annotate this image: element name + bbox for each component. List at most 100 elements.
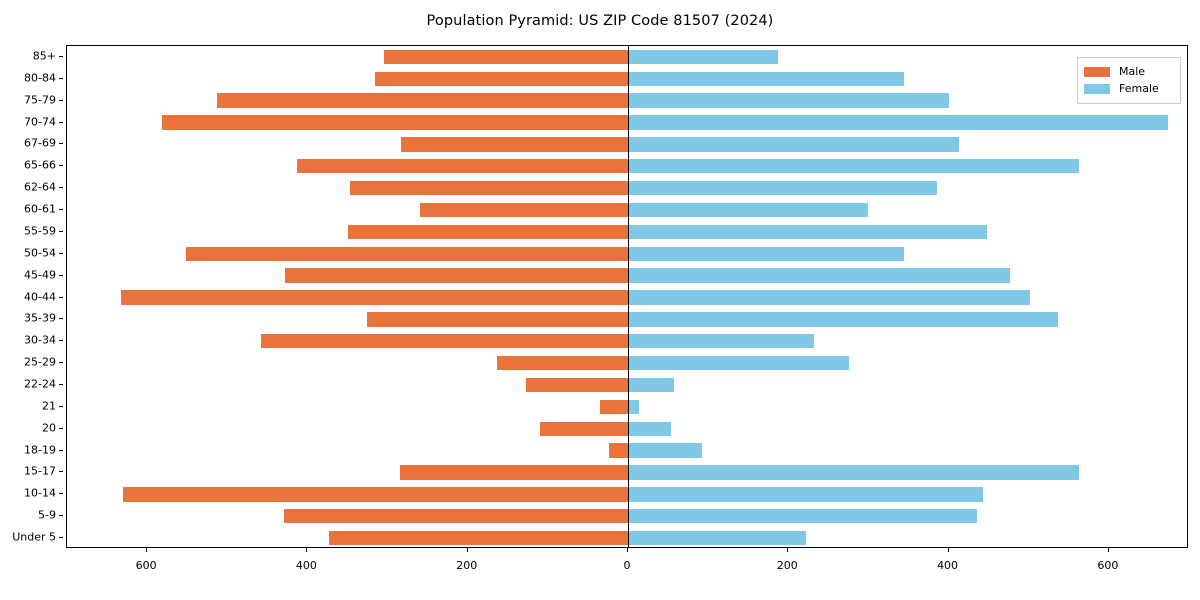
bar-male[interactable] <box>401 137 628 152</box>
bar-male[interactable] <box>329 530 628 546</box>
bar-male[interactable] <box>347 224 628 240</box>
bar-female[interactable] <box>628 421 672 436</box>
y-axis-tick-label: 65-66 <box>24 158 56 172</box>
bar-row <box>67 137 1187 152</box>
bar-male[interactable] <box>608 443 628 458</box>
bar-female[interactable] <box>628 487 984 502</box>
y-axis-tick-label: 5-9 <box>38 508 56 522</box>
bar-female[interactable] <box>628 159 1080 174</box>
x-axis-tick-label: 200 <box>776 559 798 572</box>
y-axis-tick-label: 55-59 <box>24 224 56 238</box>
y-axis-tick-label: 70-74 <box>24 115 56 129</box>
y-axis-tick-mark <box>59 77 63 79</box>
bar-row <box>67 377 1187 393</box>
legend-item-male[interactable]: Male <box>1084 63 1174 80</box>
legend-label: Male <box>1119 65 1146 78</box>
y-axis-tick-label: 80-84 <box>24 71 56 85</box>
x-axis-tick-mark <box>466 548 468 552</box>
chart-title: Population Pyramid: US ZIP Code 81507 (2… <box>426 13 774 29</box>
bar-row <box>67 312 1187 327</box>
bar-male[interactable] <box>297 159 628 174</box>
chart-legend: Male Female <box>1077 57 1181 104</box>
bar-male[interactable] <box>284 508 628 524</box>
bar-male[interactable] <box>539 421 628 436</box>
bar-male[interactable] <box>121 290 628 305</box>
bar-male[interactable] <box>123 487 628 502</box>
bar-male[interactable] <box>526 377 628 393</box>
y-axis-tick-mark <box>59 143 63 145</box>
y-axis-tick-mark <box>59 55 63 57</box>
x-axis-tick-mark <box>627 548 628 552</box>
bar-male[interactable] <box>374 71 628 86</box>
y-axis-tick-mark <box>59 187 63 189</box>
bar-male[interactable] <box>399 465 628 480</box>
bar-female[interactable] <box>628 508 978 524</box>
bar-row <box>67 290 1187 305</box>
y-axis-tick-label: 45-49 <box>24 268 56 282</box>
bar-female[interactable] <box>628 443 702 458</box>
y-axis-tick-mark <box>59 383 63 385</box>
bar-row <box>67 224 1187 240</box>
y-axis-tick-label: 21 <box>42 399 56 413</box>
bar-female[interactable] <box>628 399 640 415</box>
bar-female[interactable] <box>628 246 905 261</box>
bar-female[interactable] <box>628 268 1011 283</box>
y-axis-tick-label: 62-64 <box>24 180 56 194</box>
bar-row <box>67 180 1187 196</box>
y-axis-tick-label: 15-17 <box>24 464 56 478</box>
x-axis-tick-label: 400 <box>937 559 959 572</box>
x-axis-tick-mark <box>787 548 789 552</box>
bar-male[interactable] <box>384 49 628 65</box>
bar-female[interactable] <box>628 334 814 349</box>
bar-male[interactable] <box>186 246 628 261</box>
bar-row <box>67 355 1187 371</box>
bar-female[interactable] <box>628 71 905 86</box>
bar-male[interactable] <box>419 202 628 218</box>
bar-female[interactable] <box>628 224 988 240</box>
bar-female[interactable] <box>628 377 675 393</box>
y-axis-tick-mark <box>59 252 63 254</box>
y-axis-tick-mark <box>59 471 63 473</box>
x-axis-tick-mark <box>146 548 148 552</box>
bar-row <box>67 508 1187 524</box>
bar-row <box>67 487 1187 502</box>
y-axis-tick-mark <box>59 165 63 167</box>
bar-male[interactable] <box>161 115 628 130</box>
bar-male[interactable] <box>599 399 628 415</box>
y-axis-tick-label: 85+ <box>32 49 56 63</box>
bar-female[interactable] <box>628 530 806 546</box>
y-axis-tick-mark <box>59 296 63 298</box>
y-axis-tick-label: 18-19 <box>24 443 56 457</box>
y-axis-tick-label: 50-54 <box>24 246 56 260</box>
bar-female[interactable] <box>628 93 949 108</box>
y-axis-tick-mark <box>59 274 63 276</box>
bar-female[interactable] <box>628 465 1080 480</box>
bar-female[interactable] <box>628 49 778 65</box>
bar-female[interactable] <box>628 355 850 371</box>
bar-female[interactable] <box>628 180 937 196</box>
x-axis-tick-mark <box>1107 548 1109 552</box>
bar-female[interactable] <box>628 312 1058 327</box>
legend-label: Female <box>1119 82 1159 95</box>
bar-male[interactable] <box>349 180 628 196</box>
bar-male[interactable] <box>260 334 628 349</box>
bar-female[interactable] <box>628 202 869 218</box>
bar-female[interactable] <box>628 137 959 152</box>
bar-male[interactable] <box>284 268 628 283</box>
bar-row <box>67 93 1187 108</box>
y-axis-tick-label: Under 5 <box>12 530 56 544</box>
y-axis-tick-mark <box>59 515 63 517</box>
x-axis-labels: 600 400 200 0 200 400 600 <box>0 548 1200 588</box>
legend-item-female[interactable]: Female <box>1084 80 1174 97</box>
y-axis-labels: Under 5 5-9 10-14 15-17 18-19 20 21 22-24 25-29 3… <box>0 45 64 548</box>
bar-row <box>67 421 1187 436</box>
bar-male[interactable] <box>497 355 628 371</box>
bar-male[interactable] <box>216 93 628 108</box>
x-axis-tick-label: 0 <box>623 559 631 572</box>
x-axis-tick-label: 600 <box>135 559 157 572</box>
bar-male[interactable] <box>366 312 628 327</box>
bar-female[interactable] <box>628 290 1030 305</box>
bar-female[interactable] <box>628 115 1169 130</box>
y-axis-tick-label: 40-44 <box>24 290 56 303</box>
